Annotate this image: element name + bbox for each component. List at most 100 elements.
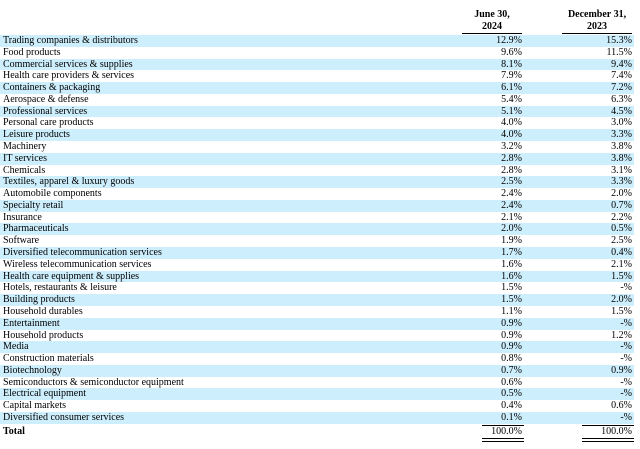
row-band bbox=[0, 270, 634, 283]
cell-value: 9.4% bbox=[611, 58, 632, 70]
cell-value: 3.0% bbox=[611, 117, 632, 129]
row-band bbox=[0, 411, 634, 424]
row-label: Commercial services & supplies bbox=[3, 58, 133, 70]
row-label: Biotechnology bbox=[3, 364, 62, 376]
cell-value: 2.5% bbox=[611, 235, 632, 247]
row-band bbox=[0, 199, 634, 212]
cell-value: 1.2% bbox=[611, 329, 632, 341]
cell-value: -% bbox=[620, 376, 632, 388]
cell-value: 1.1% bbox=[501, 305, 522, 317]
row-label: Wireless telecommunication services bbox=[3, 258, 152, 270]
row-band bbox=[0, 58, 634, 71]
cell-value: 3.1% bbox=[611, 164, 632, 176]
cell-value: 2.0% bbox=[611, 188, 632, 200]
cell-value: 4.0% bbox=[501, 117, 522, 129]
cell-value: 15.3% bbox=[606, 35, 632, 46]
row-label: Diversified consumer services bbox=[3, 411, 125, 423]
row-band bbox=[0, 364, 634, 377]
row-label: Specialty retail bbox=[3, 199, 64, 211]
row-label: Building products bbox=[3, 294, 75, 306]
row-label: Professional services bbox=[3, 105, 88, 117]
cell-value: -% bbox=[620, 388, 632, 400]
row-label: IT services bbox=[3, 152, 47, 164]
row-label: Media bbox=[3, 341, 29, 353]
row-label: Hotels, restaurants & leisure bbox=[3, 282, 117, 294]
cell-value: 1.5% bbox=[501, 282, 522, 294]
total-value: 100.0% bbox=[601, 425, 632, 437]
cell-value: 0.5% bbox=[611, 223, 632, 235]
row-label: Automobile components bbox=[3, 188, 102, 200]
cell-value: 2.0% bbox=[611, 294, 632, 306]
cell-value: 3.3% bbox=[611, 176, 632, 188]
row-label: Diversified telecommunication services bbox=[3, 247, 162, 259]
cell-value: 6.3% bbox=[611, 93, 632, 105]
cell-value: 1.6% bbox=[501, 258, 522, 270]
row-label: Entertainment bbox=[3, 317, 60, 329]
cell-value: 5.1% bbox=[501, 105, 522, 117]
row-band bbox=[0, 105, 634, 118]
cell-value: 0.4% bbox=[611, 247, 632, 259]
double-rule bbox=[582, 437, 634, 442]
cell-value: 0.9% bbox=[501, 329, 522, 341]
cell-value: 9.6% bbox=[501, 46, 522, 58]
row-label: Health care equipment & supplies bbox=[3, 270, 140, 282]
row-label: Personal care products bbox=[3, 117, 94, 129]
row-label: Containers & packaging bbox=[3, 82, 101, 94]
row-label: Software bbox=[3, 235, 40, 247]
cell-value: 4.0% bbox=[501, 129, 522, 141]
cell-value: 0.6% bbox=[501, 376, 522, 388]
column-header: June 30, bbox=[474, 9, 510, 20]
row-label: Trading companies & distributors bbox=[3, 35, 138, 46]
row-band bbox=[0, 129, 634, 142]
row-band bbox=[0, 223, 634, 236]
cell-value: 0.6% bbox=[611, 400, 632, 412]
cell-value: 11.5% bbox=[606, 46, 632, 58]
row-label: Household durables bbox=[3, 305, 83, 317]
cell-value: -% bbox=[620, 353, 632, 365]
cell-value: 4.5% bbox=[611, 105, 632, 117]
row-label: Textiles, apparel & luxury goods bbox=[3, 176, 135, 188]
cell-value: 3.2% bbox=[501, 141, 522, 153]
row-label: Construction materials bbox=[3, 353, 94, 365]
cell-value: 3.3% bbox=[611, 129, 632, 141]
row-label: Semiconductors & semiconductor equipment bbox=[3, 376, 184, 388]
cell-value: 2.8% bbox=[501, 164, 522, 176]
cell-value: 2.1% bbox=[611, 258, 632, 270]
cell-value: 1.7% bbox=[501, 247, 522, 259]
cell-value: 2.8% bbox=[501, 152, 522, 164]
cell-value: -% bbox=[620, 282, 632, 294]
row-band bbox=[0, 317, 634, 330]
column-header: 2024 bbox=[462, 21, 522, 34]
row-label: Machinery bbox=[3, 141, 47, 153]
row-band bbox=[0, 152, 634, 165]
cell-value: 3.8% bbox=[611, 141, 632, 153]
cell-value: 0.8% bbox=[501, 353, 522, 365]
cell-value: 3.8% bbox=[611, 152, 632, 164]
row-label: Chemicals bbox=[3, 164, 46, 176]
cell-value: 7.9% bbox=[501, 70, 522, 82]
cell-value: 0.9% bbox=[501, 341, 522, 353]
cell-value: 2.4% bbox=[501, 188, 522, 200]
cell-value: 6.1% bbox=[501, 82, 522, 94]
cell-value: 1.6% bbox=[501, 270, 522, 282]
cell-value: 7.2% bbox=[611, 82, 632, 94]
row-label: Aerospace & defense bbox=[3, 93, 89, 105]
cell-value: 0.9% bbox=[501, 317, 522, 329]
cell-value: 2.4% bbox=[501, 199, 522, 211]
column-header: December 31, bbox=[567, 9, 627, 20]
row-label: Capital markets bbox=[3, 400, 67, 412]
cell-value: 7.4% bbox=[611, 70, 632, 82]
cell-value: 8.1% bbox=[501, 58, 522, 70]
cell-value: 0.7% bbox=[611, 199, 632, 211]
row-band bbox=[0, 176, 634, 189]
row-band bbox=[0, 82, 634, 94]
cell-value: 0.4% bbox=[501, 400, 522, 412]
row-label: Pharmaceuticals bbox=[3, 223, 69, 235]
cell-value: -% bbox=[620, 317, 632, 329]
row-label: Household products bbox=[3, 329, 84, 341]
row-label: Leisure products bbox=[3, 129, 70, 141]
top-rule bbox=[482, 424, 524, 426]
row-band bbox=[0, 294, 634, 306]
cell-value: 0.9% bbox=[611, 364, 632, 376]
